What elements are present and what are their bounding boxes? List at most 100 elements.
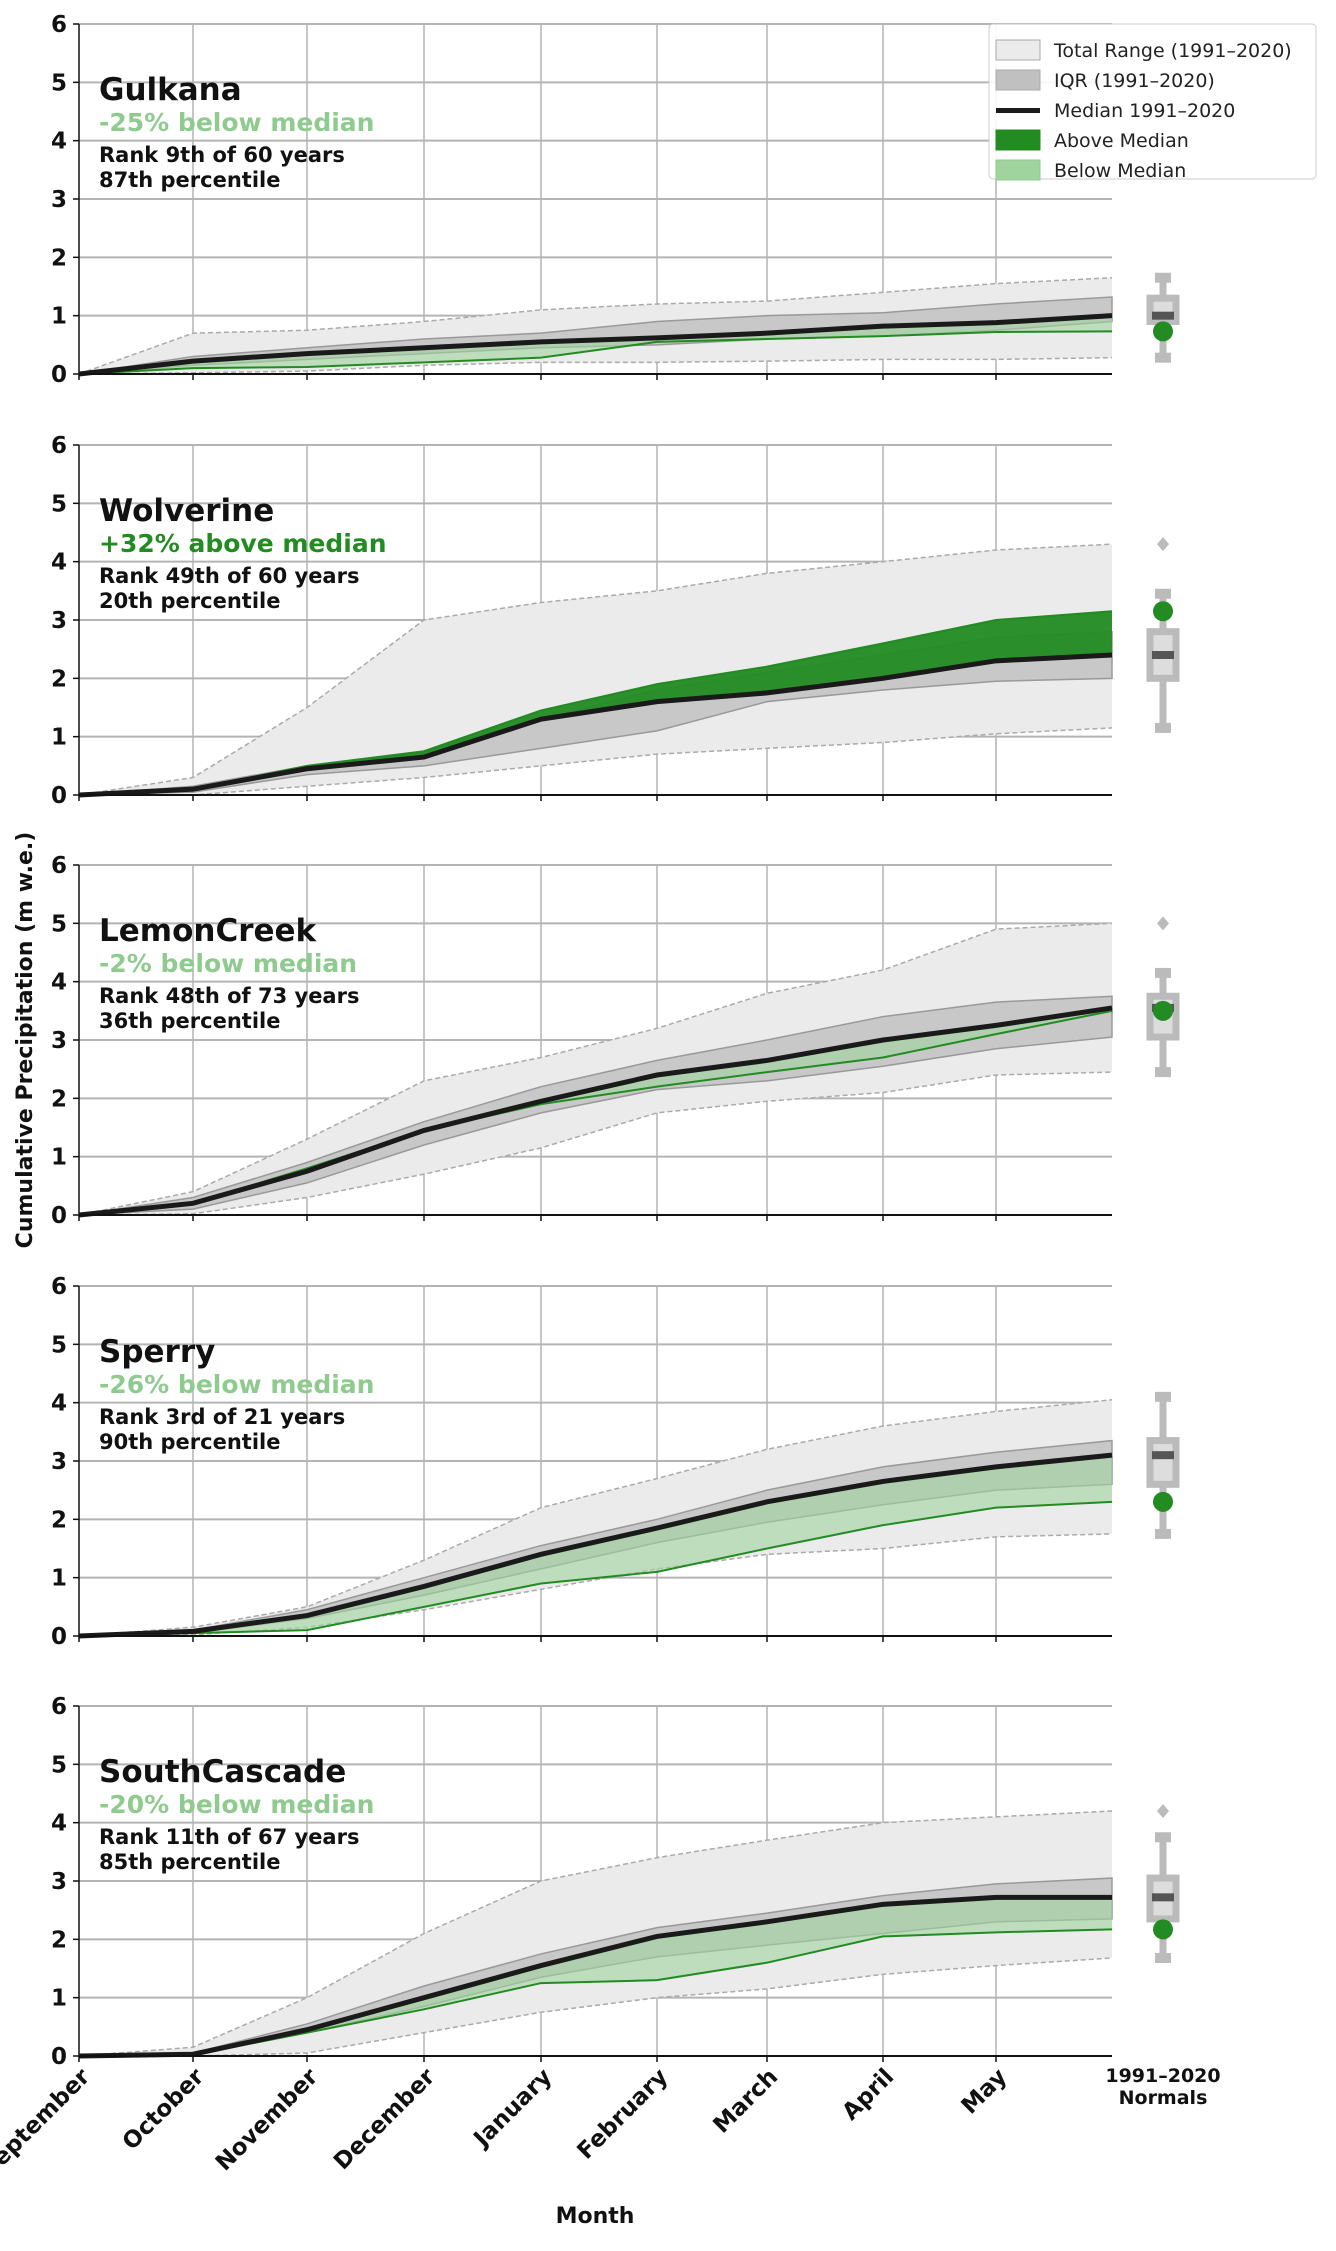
current-year-marker [1153,601,1173,622]
y-tick-label: 2 [51,1927,67,1953]
y-tick-label: 2 [51,1507,67,1533]
below-median-fill [541,1936,657,1984]
normals-boxplot [1146,1391,1180,1539]
rank-text: Rank 49th of 60 years [99,564,359,588]
x-tick-label: April [837,2064,899,2126]
y-tick-label: 4 [51,550,67,576]
below-median-fill [883,1466,996,1526]
normals-boxplot [1146,272,1180,363]
y-tick-label: 4 [51,1811,67,1837]
anomaly-text: -26% below median [99,1370,374,1399]
y-tick-label: 0 [51,2044,67,2070]
outlier-marker [1157,1804,1169,1818]
total-range-band [79,1811,1112,2056]
x-tick-label: November [211,2063,324,2176]
current-year-marker [1153,1491,1173,1512]
below-median-fill [657,1060,767,1087]
panel-lemoncreek: 0 1 2 3 4 5 6 LemonCreek-2% below median Rank 48… [51,853,1180,1229]
min-line [78,1071,1113,1216]
median-marker [1152,1451,1174,1460]
total-range-band [79,923,1112,1215]
current-year-line [78,1500,1113,1637]
rank-text: Rank 9th of 60 years [99,143,345,167]
current-year-marker [1153,1000,1173,1021]
rank-text: Rank 48th of 73 years [99,984,359,1008]
legend-swatch-median [996,108,1040,113]
y-tick-label: 5 [51,1332,67,1358]
min-line [78,356,1113,375]
below-median-fill [996,1455,1112,1508]
y-tick-label: 6 [51,433,67,459]
median-marker [1152,311,1174,320]
legend-label-below: Below Median [1054,160,1186,182]
y-tick-label: 3 [51,1028,67,1054]
anomaly-text: +32% above median [99,529,387,558]
y-tick-label: 5 [51,70,67,96]
panel-wolverine: 0 1 2 3 4 5 6 Wolverine+32% above median Rank 49… [51,433,1180,809]
x-tick-label: March [708,2064,783,2139]
below-median-fill [767,1040,883,1073]
current-year-line [78,330,1113,375]
panel-sperry: 0 1 2 3 4 5 6 Sperry-26% below median Rank 3rd o… [51,1274,1180,1650]
total-range-band [79,544,1112,795]
legend-swatch-below [995,159,1041,181]
y-tick-label: 3 [51,608,67,634]
whisker-cap [1155,1953,1171,1963]
median-marker [1152,1893,1174,1902]
anomaly-text: -2% below median [99,949,357,978]
y-tick-label: 3 [51,1449,67,1475]
normals-label-line2: Normals [1119,2087,1208,2109]
whisker-cap [1155,1528,1171,1539]
median-line [78,652,1113,798]
y-tick-label: 3 [51,1869,67,1895]
below-median-fill [541,1528,657,1584]
glacier-name: Sperry [99,1334,215,1370]
glacier-name: LemonCreek [99,913,318,949]
percentile-text: 85th percentile [99,1850,280,1874]
y-axis-label: Cumulative Precipitation (m w.e.) [13,832,38,1249]
y-tick-label: 5 [51,911,67,937]
legend-label-median: Median 1991–2020 [1054,100,1235,122]
x-tick-label: October [118,2063,210,2155]
median-marker [1152,651,1174,659]
rank-text: Rank 3rd of 21 years [99,1405,345,1429]
median-line [78,313,1113,377]
normals-boxplot [1146,1804,1180,1963]
y-tick-label: 0 [51,362,67,388]
x-tick-label: February [573,2064,674,2165]
normals-boxplot [1146,537,1180,733]
percentile-text: 20th percentile [99,589,280,613]
y-tick-label: 4 [51,129,67,155]
x-tick-label: May [957,2064,1013,2120]
current-year-marker [1153,321,1173,342]
whisker-cap [1155,1832,1171,1843]
total-range-band [79,1399,1112,1636]
whisker-cap [1155,967,1171,978]
legend-label-total-range: Total Range (1991–2020) [1053,40,1292,62]
min-line [79,1957,1113,2057]
y-tick-label: 1 [51,1145,67,1171]
glacier-name: SouthCascade [99,1754,346,1790]
above-median-fill [996,611,1112,661]
median-line [78,1894,1112,2059]
panel-southcascade: 0 1 2 3 4 5 6 SouthCascade-20% below median Rank… [0,1694,1180,2183]
legend: Total Range (1991–2020) IQR (1991–2020) Me… [988,23,1317,182]
y-tick-label: 1 [51,1986,67,2012]
below-median-fill [424,1554,541,1607]
below-median-fill [424,1965,541,2010]
legend-label-above: Above Median [1054,130,1189,152]
normals-boxplot [1146,916,1180,1078]
max-line [78,277,1113,375]
y-tick-label: 1 [51,725,67,751]
glacier-name: Gulkana [99,72,242,108]
x-tick-label: December [329,2063,441,2175]
outlier-marker [1157,537,1169,552]
percentile-text: 87th percentile [99,168,280,192]
legend-label-iqr: IQR (1991–2020) [1054,70,1215,92]
normals-label-line1: 1991–2020 [1105,2065,1220,2087]
x-tick-label: September [0,2063,96,2183]
y-tick-label: 2 [51,245,67,271]
iqr-box [1146,992,1180,1041]
glacier-name: Wolverine [99,493,274,529]
y-tick-label: 0 [51,783,67,809]
